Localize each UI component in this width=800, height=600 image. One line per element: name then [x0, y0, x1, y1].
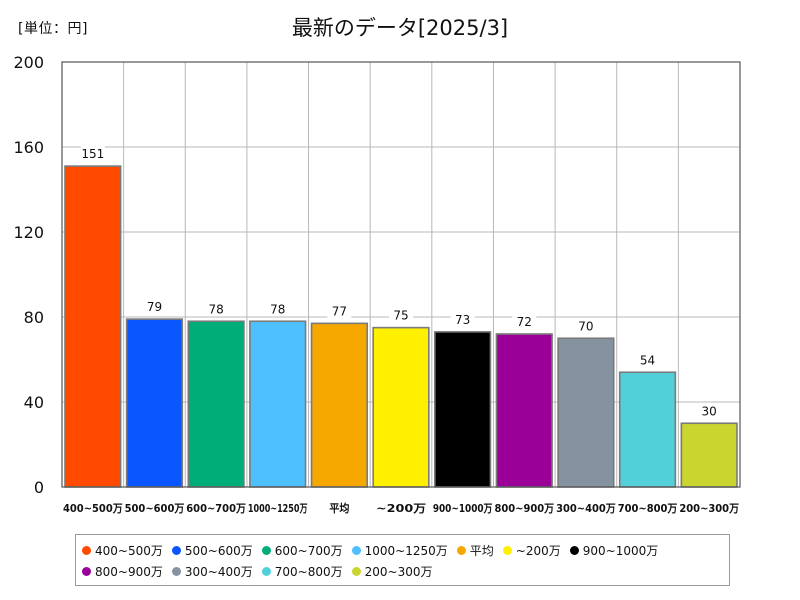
legend-item: 500~600万 — [171, 540, 253, 561]
bar — [618, 371, 677, 488]
x-tick-label: ~200万 — [376, 502, 426, 515]
legend-label: 300~400万 — [184, 565, 253, 579]
legend-swatch — [171, 567, 181, 576]
legend-item: 900~1000万 — [569, 540, 659, 561]
x-tick-label: 平均 — [329, 501, 349, 515]
bar-chart: 0 40 80 120 160 200 151 400~500万 79 500~600万 78 600… — [13, 53, 741, 515]
legend-swatch — [171, 546, 181, 555]
bar — [557, 337, 615, 488]
data-label: 79 — [147, 300, 162, 314]
legend-label: ~200万 — [515, 544, 561, 558]
data-label-bg — [389, 307, 413, 323]
data-label: 151 — [81, 147, 104, 161]
y-tick-label: 200 — [13, 53, 44, 72]
legend-label: 500~600万 — [184, 544, 253, 558]
legend-item: ~200万 — [502, 540, 561, 561]
legend-swatch — [261, 546, 271, 555]
data-label: 75 — [393, 309, 408, 323]
bar — [64, 165, 122, 488]
legend-swatch — [351, 546, 361, 555]
legend-item: 400~500万 — [82, 540, 163, 561]
x-tick-label: 900~1000万 — [433, 502, 493, 515]
data-label: 78 — [208, 302, 223, 316]
data-label: 70 — [578, 319, 593, 333]
legend-item: 1000~1250万 — [351, 540, 448, 561]
data-label-bg — [80, 146, 105, 162]
bar — [125, 318, 184, 488]
legend-swatch — [456, 546, 466, 555]
legend-item: 平均 — [456, 540, 494, 561]
data-label-bg — [450, 311, 475, 327]
data-label-bg — [204, 301, 229, 317]
legend-swatch — [82, 546, 91, 555]
data-label-bg — [142, 299, 167, 315]
bar — [372, 326, 430, 488]
legend-label: 200~300万 — [364, 565, 433, 579]
data-label-bg — [512, 314, 537, 329]
legend-item: 300~400万 — [171, 561, 253, 582]
data-label-bg — [327, 303, 352, 319]
x-tick-label: 700~800万 — [618, 502, 678, 515]
legend-swatch — [351, 567, 361, 576]
legend-swatch — [261, 567, 271, 576]
legend-swatch — [502, 546, 512, 555]
legend-label: 400~500万 — [95, 544, 163, 558]
x-tick-label: 300~400万 — [556, 502, 616, 515]
legend-label: 平均 — [469, 544, 494, 558]
data-label: 72 — [517, 315, 532, 329]
plot-border — [61, 61, 741, 488]
legend-label: 900~1000万 — [582, 544, 659, 558]
legend-label: 1000~1250万 — [364, 544, 448, 558]
legend-swatch — [82, 567, 91, 576]
legend-label: 600~700万 — [274, 544, 343, 558]
data-label: 54 — [640, 353, 655, 367]
data-label: 73 — [455, 313, 470, 327]
x-tick-label: 800~900万 — [494, 502, 554, 515]
x-tick-label: 600~700万 — [186, 502, 246, 515]
y-tick-label: 80 — [24, 308, 44, 327]
bar — [495, 333, 553, 488]
data-label-bg — [573, 318, 598, 334]
x-tick-label: 200~300万 — [679, 502, 739, 515]
chart-title: 最新のデータ[2025/3] — [291, 16, 509, 40]
y-tick-label: 120 — [13, 223, 44, 242]
x-tick-label: 500~600万 — [125, 502, 185, 515]
bar — [680, 422, 738, 488]
legend-item: 700~800万 — [261, 561, 343, 582]
legend-item: 600~700万 — [261, 540, 343, 561]
y-tick-label: 160 — [13, 138, 44, 157]
y-tick-label: 40 — [24, 393, 44, 412]
y-tick-label: 0 — [34, 478, 44, 497]
bar — [249, 320, 307, 488]
legend-item: 200~300万 — [351, 561, 433, 582]
data-label: 77 — [332, 304, 347, 318]
legend-label: 800~900万 — [95, 565, 163, 579]
data-label: 78 — [270, 302, 285, 316]
bar — [187, 320, 245, 488]
data-label-bg — [635, 352, 660, 368]
legend-swatch — [569, 546, 579, 555]
x-tick-label: 400~500万 — [63, 502, 123, 515]
chart-legend: 400~500万 500~600万 600~700万 1000~1250万 平均 ~200… — [75, 534, 730, 586]
x-tick-label: 1000~1250万 — [248, 502, 308, 515]
bar — [434, 331, 492, 488]
data-label-bg — [265, 301, 290, 317]
data-label: 30 — [702, 404, 717, 418]
legend-label: 700~800万 — [274, 565, 343, 579]
unit-label: [単位：円] — [18, 21, 88, 37]
legend-item: 800~900万 — [82, 561, 163, 582]
data-label-bg — [697, 403, 722, 419]
bar — [310, 322, 368, 488]
